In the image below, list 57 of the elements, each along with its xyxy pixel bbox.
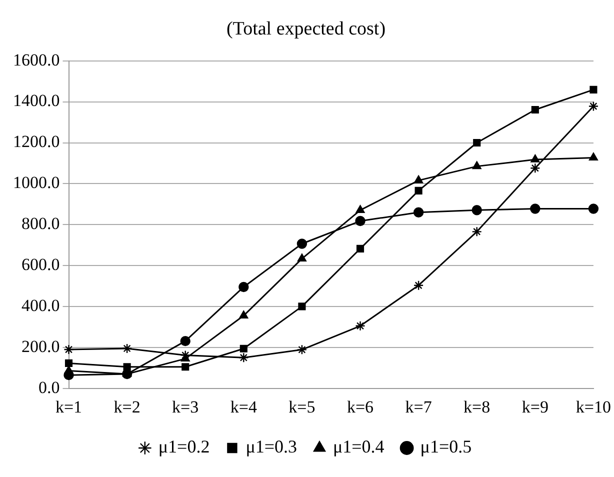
y-tick-label: 1000.0	[13, 173, 60, 192]
x-tick-label: k=2	[114, 397, 140, 416]
point	[238, 282, 249, 292]
point	[180, 336, 190, 346]
x-tick-label: k=9	[522, 397, 548, 416]
point	[182, 363, 190, 371]
y-tick-label: 400.0	[22, 296, 60, 316]
point	[588, 101, 599, 112]
x-tick-label: k=5	[288, 397, 316, 416]
point	[530, 163, 540, 174]
point	[296, 238, 308, 249]
point	[472, 226, 482, 237]
point	[355, 320, 366, 332]
chart-title: (Total expected cost)	[226, 18, 386, 40]
point	[296, 344, 308, 355]
point	[356, 244, 364, 252]
x-tick-label: k=3	[172, 397, 199, 416]
point	[297, 254, 306, 262]
legend-label: μ1=0.3	[246, 436, 298, 457]
x-tick-label: k=10	[576, 397, 612, 416]
y-tick-label: 200.0	[22, 337, 60, 356]
y-tick-label: 0.0	[38, 378, 60, 398]
x-tick-label: k=1	[55, 397, 82, 416]
point	[414, 175, 424, 184]
point	[413, 280, 424, 290]
point	[240, 344, 248, 352]
legend-label: μ1=0.4	[333, 436, 384, 457]
point	[355, 216, 366, 226]
y-tick-label: 1400.0	[13, 91, 60, 110]
point	[531, 106, 539, 114]
point	[472, 205, 482, 216]
x-tick-label: k=4	[230, 397, 258, 416]
point	[472, 161, 482, 170]
y-tick-label: 600.0	[22, 255, 60, 274]
y-tick-label: 800.0	[22, 214, 60, 234]
y-tick-label: 1200.0	[13, 132, 60, 152]
x-tick-label: k=6	[346, 397, 374, 416]
point	[64, 359, 73, 367]
point	[530, 204, 540, 214]
point	[238, 352, 249, 363]
point	[414, 186, 422, 194]
point	[590, 86, 598, 94]
x-tick-label: k=8	[464, 397, 490, 416]
point	[122, 343, 132, 354]
point	[530, 154, 540, 162]
point	[356, 205, 365, 214]
legend-label: μ1=0.2	[158, 436, 210, 457]
point	[298, 302, 306, 310]
point	[588, 204, 599, 214]
point	[473, 138, 481, 147]
point	[588, 152, 598, 161]
y-tick-label: 1600.0	[13, 50, 60, 70]
x-tick-label: k=7	[405, 397, 432, 416]
legend-label: μ1=0.5	[420, 436, 472, 457]
point	[123, 363, 131, 371]
point	[239, 310, 248, 319]
point	[413, 207, 424, 218]
